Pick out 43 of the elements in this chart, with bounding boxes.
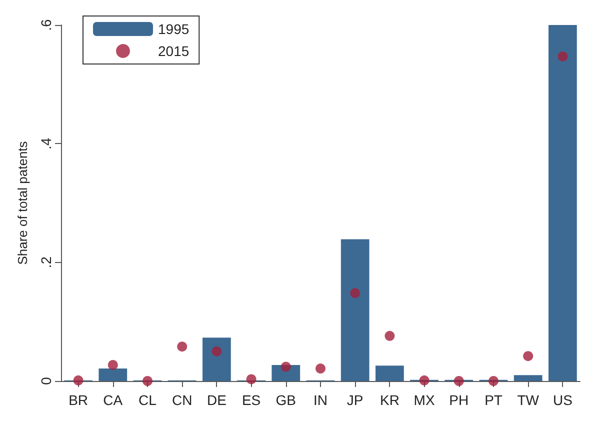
x-tick-label: CA xyxy=(103,392,124,408)
point xyxy=(280,362,291,372)
point xyxy=(558,51,568,62)
bar xyxy=(514,375,542,381)
point xyxy=(246,374,256,384)
x-tick-label: PH xyxy=(449,392,469,408)
point xyxy=(73,375,84,386)
x-tick-label: KR xyxy=(380,392,400,408)
bar xyxy=(376,366,404,381)
x-tick-label: PT xyxy=(484,392,503,408)
point xyxy=(384,330,395,341)
point xyxy=(488,376,498,386)
x-tick-label: ES xyxy=(242,392,261,408)
bar xyxy=(98,368,128,381)
legend-label: 1995 xyxy=(158,21,190,37)
point xyxy=(454,376,464,386)
y-tick-label: .4 xyxy=(38,138,54,150)
point xyxy=(316,364,326,374)
point xyxy=(350,288,360,298)
y-tick-label: 0 xyxy=(38,376,54,385)
bar xyxy=(202,338,231,381)
point xyxy=(419,375,430,386)
bar xyxy=(548,25,577,381)
point xyxy=(212,346,222,356)
bar xyxy=(340,239,370,381)
x-tick-label: JP xyxy=(346,392,364,408)
x-tick-label: BR xyxy=(68,392,88,408)
y-tick-label: .2 xyxy=(38,256,54,268)
x-tick-label: CL xyxy=(138,392,157,408)
x-tick-label: US xyxy=(552,392,572,408)
legend-label: 2015 xyxy=(158,43,190,59)
y-tick-label: .6 xyxy=(38,18,54,31)
x-tick-label: DE xyxy=(206,392,226,408)
x-tick-label: CN xyxy=(172,392,192,408)
x-tick-label: TW xyxy=(517,392,540,408)
x-tick-label: IN xyxy=(314,392,328,408)
point xyxy=(142,376,152,386)
point xyxy=(108,360,118,370)
point xyxy=(177,342,188,352)
point xyxy=(523,351,534,362)
x-tick-label: MX xyxy=(414,392,436,408)
x-tick-label: GB xyxy=(276,392,296,408)
y-axis-title: Share of total patents xyxy=(15,140,30,265)
